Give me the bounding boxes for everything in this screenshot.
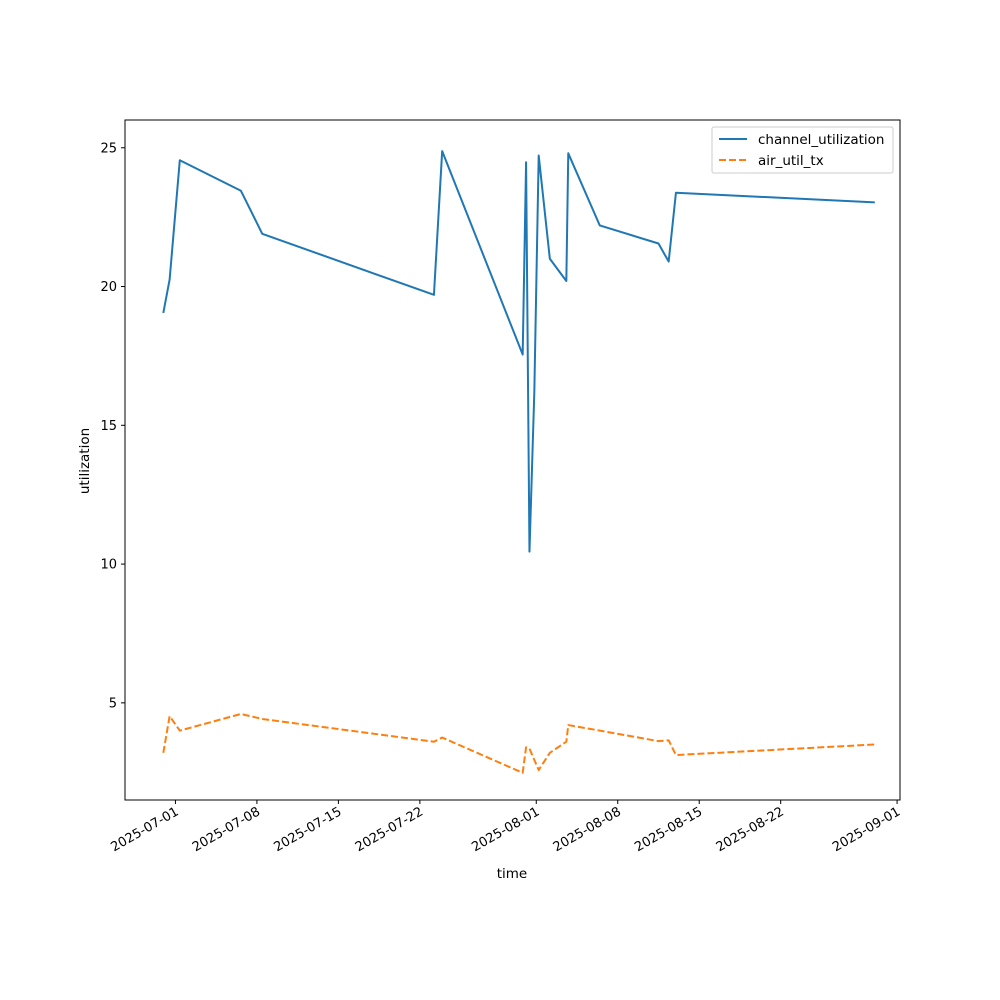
y-tick-label: 25 (100, 141, 117, 156)
series-line-channel-utilization (162, 150, 875, 553)
series-layer (162, 150, 875, 774)
x-tick-label: 2025-07-15 (271, 804, 344, 855)
x-tick-label: 2025-08-22 (714, 804, 787, 855)
x-tick-label: 2025-08-01 (469, 804, 542, 855)
legend: channel_utilization air_util_tx (711, 126, 894, 174)
legend-label-air-util-tx: air_util_tx (758, 153, 824, 169)
y-tick-label: 10 (100, 558, 117, 573)
x-axis-label: time (497, 866, 528, 882)
y-tick-label: 20 (100, 280, 117, 295)
y-tick-label: 5 (109, 696, 117, 711)
plot-frame (124, 119, 901, 801)
x-tick-label: 2025-09-01 (830, 804, 903, 855)
x-tick-label: 2025-08-08 (551, 804, 624, 855)
x-tick-label: 2025-07-22 (353, 804, 426, 855)
x-axis: 2025-07-01 2025-07-08 2025-07-15 2025-07-22… (109, 800, 903, 855)
y-axis-label: utilization (77, 428, 93, 494)
series-line-air-util-tx (162, 712, 875, 774)
x-tick-label: 2025-07-01 (109, 804, 182, 855)
x-tick-label: 2025-08-15 (632, 804, 705, 855)
x-tick-label: 2025-07-08 (190, 804, 263, 855)
plot-background (125, 120, 900, 800)
y-axis: 5 10 15 20 25 (100, 141, 125, 711)
y-tick-label: 15 (100, 419, 117, 434)
legend-box (711, 126, 894, 174)
legend-label-channel-utilization: channel_utilization (758, 132, 885, 148)
